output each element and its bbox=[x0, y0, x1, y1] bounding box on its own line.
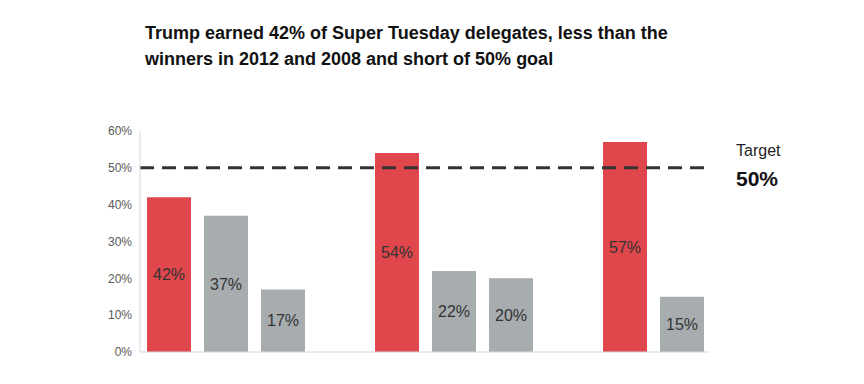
svg-text:50%: 50% bbox=[736, 167, 778, 190]
svg-text:57%: 57% bbox=[609, 239, 641, 256]
svg-text:Target: Target bbox=[736, 142, 781, 159]
svg-text:20%: 20% bbox=[108, 272, 132, 286]
svg-text:0%: 0% bbox=[115, 345, 133, 359]
svg-text:50%: 50% bbox=[108, 161, 132, 175]
svg-text:15%: 15% bbox=[666, 316, 698, 333]
svg-text:42%: 42% bbox=[153, 266, 185, 283]
svg-text:37%: 37% bbox=[210, 276, 242, 293]
svg-text:54%: 54% bbox=[381, 244, 413, 261]
svg-text:17%: 17% bbox=[267, 312, 299, 329]
html-text:Trump earned 42% of Super Tues: Trump earned 42% of Super Tuesday delega… bbox=[145, 23, 668, 69]
svg-text:30%: 30% bbox=[108, 235, 132, 249]
svg-text:22%: 22% bbox=[438, 303, 470, 320]
svg-text:60%: 60% bbox=[108, 124, 132, 138]
svg-text:20%: 20% bbox=[495, 307, 527, 324]
svg-text:40%: 40% bbox=[108, 198, 132, 212]
svg-text:10%: 10% bbox=[108, 308, 132, 322]
